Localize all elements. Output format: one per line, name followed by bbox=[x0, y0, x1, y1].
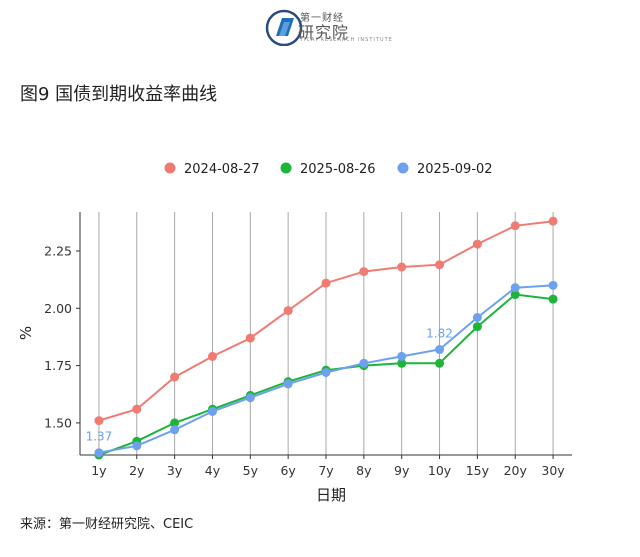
data-point bbox=[359, 267, 369, 277]
y-tick-label: 1.75 bbox=[44, 358, 72, 373]
legend-marker bbox=[164, 162, 176, 174]
x-tick-label: 7y bbox=[318, 463, 334, 478]
x-tick-label: 5y bbox=[243, 463, 259, 478]
chart-axes: 1.50 1.75 2.00 2.25 1y 2y 3y 4y 5y 6y 7y 8y 9y 10y 15y… bbox=[44, 212, 572, 478]
data-point bbox=[510, 283, 520, 293]
data-point bbox=[435, 358, 445, 368]
data-point bbox=[510, 290, 520, 300]
x-tick-label: 15y bbox=[466, 463, 490, 478]
data-point bbox=[397, 351, 407, 361]
data-point bbox=[435, 345, 445, 355]
data-point bbox=[283, 306, 293, 316]
legend-label: 2025-09-02 bbox=[417, 162, 493, 177]
legend-marker bbox=[397, 162, 409, 174]
data-point bbox=[94, 416, 104, 426]
y-tick-label: 2.00 bbox=[44, 301, 72, 316]
x-tick-label: 30y bbox=[541, 463, 565, 478]
data-point bbox=[170, 425, 180, 435]
data-point bbox=[397, 358, 407, 368]
data-point bbox=[397, 262, 407, 272]
data-point bbox=[245, 393, 255, 403]
logo-emblem-icon bbox=[265, 9, 303, 46]
x-tick-label: 6y bbox=[280, 463, 296, 478]
chart-legend: 2024-08-27 2025-08-26 2025-09-02 bbox=[164, 162, 493, 177]
data-point bbox=[170, 372, 180, 382]
y-tick-label: 2.25 bbox=[44, 243, 72, 258]
data-point bbox=[472, 312, 482, 322]
data-point bbox=[359, 358, 369, 368]
data-point bbox=[472, 239, 482, 249]
data-label: 1.82 bbox=[426, 327, 453, 341]
data-point bbox=[170, 418, 180, 428]
y-tick-label: 1.50 bbox=[44, 415, 72, 430]
legend-label: 2025-08-26 bbox=[300, 162, 376, 177]
source-note: 来源：第一财经研究院、CEIC bbox=[20, 517, 194, 532]
y-axis-title: % bbox=[17, 326, 35, 340]
data-point bbox=[548, 280, 558, 290]
x-tick-label: 1y bbox=[91, 463, 107, 478]
figure-title: 图9 国债到期收益率曲线 bbox=[20, 84, 218, 105]
chart-series bbox=[94, 216, 558, 460]
x-tick-label: 10y bbox=[428, 463, 452, 478]
logo-brand-top: 第一财经 bbox=[300, 13, 344, 24]
data-point bbox=[548, 216, 558, 226]
data-point bbox=[321, 367, 331, 377]
x-tick-label: 3y bbox=[167, 463, 183, 478]
data-point bbox=[132, 404, 142, 414]
chart-grid bbox=[98, 212, 554, 455]
data-point bbox=[548, 294, 558, 304]
x-axis-title: 日期 bbox=[316, 486, 346, 504]
x-tick-label: 4y bbox=[205, 463, 221, 478]
x-tick-label: 20y bbox=[504, 463, 528, 478]
data-point bbox=[435, 260, 445, 270]
legend-label: 2024-08-27 bbox=[184, 162, 260, 177]
data-point bbox=[283, 379, 293, 389]
data-point bbox=[207, 351, 217, 361]
data-point bbox=[132, 441, 142, 451]
x-tick-label: 2y bbox=[129, 463, 145, 478]
data-point bbox=[321, 278, 331, 288]
logo-brand-sub: YICAI RESEARCH INSTITUTE bbox=[300, 37, 393, 43]
data-point bbox=[94, 448, 104, 458]
data-point bbox=[510, 221, 520, 231]
logo-brand-main: 研究院 bbox=[298, 23, 350, 42]
data-point bbox=[245, 333, 255, 343]
chart-annotations: 1.37 1.82 bbox=[86, 327, 453, 444]
legend-marker bbox=[280, 162, 292, 174]
data-point bbox=[472, 322, 482, 332]
x-tick-label: 9y bbox=[394, 463, 410, 478]
data-label: 1.37 bbox=[86, 430, 113, 444]
x-tick-label: 8y bbox=[356, 463, 372, 478]
data-point bbox=[207, 406, 217, 416]
